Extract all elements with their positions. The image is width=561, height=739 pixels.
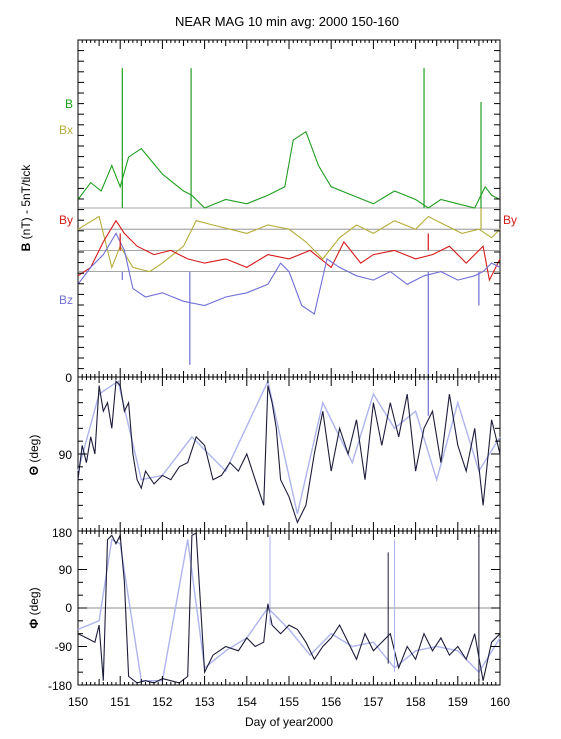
theta-symbol: Θ xyxy=(27,466,41,475)
x-axis-ticks xyxy=(77,40,501,685)
x-axis: 150 151 152 153 154 155 156 157 158 159 … xyxy=(68,695,510,729)
panel-phi-series xyxy=(77,532,501,684)
panel-theta-frame xyxy=(77,376,501,532)
b-zero-label: 0 xyxy=(65,371,72,385)
panel-b-frame xyxy=(77,39,501,378)
panel-b-series xyxy=(77,68,501,416)
phi-tick-0: 0 xyxy=(65,601,72,615)
x-tick-153: 153 xyxy=(195,695,215,709)
panel-theta-series xyxy=(77,379,501,524)
x-tick-150: 150 xyxy=(68,695,88,709)
x-tick-160: 160 xyxy=(490,695,510,709)
panel-phi-ticks xyxy=(78,530,500,686)
theta-tick-90: 90 xyxy=(59,448,73,462)
panel-b-ylabel-bold: B xyxy=(19,242,33,251)
panel-b-baselines xyxy=(78,207,500,273)
panel-phi: 180 90 0 -90 -180 Φ (deg) xyxy=(27,526,501,693)
theta-unit: (deg) xyxy=(27,435,41,463)
x-axis-label: Day of year2000 xyxy=(245,715,333,729)
phi-line-light xyxy=(77,538,501,682)
theta-line-dark xyxy=(77,380,501,524)
b-label: B xyxy=(65,97,73,111)
x-tick-159: 159 xyxy=(448,695,468,709)
panel-b-ylabel-rest: (nT) - 5nT/tick xyxy=(19,164,33,240)
panel-phi-ylabel: Φ (deg) xyxy=(27,587,41,628)
x-tick-156: 156 xyxy=(321,695,341,709)
phi-unit: (deg) xyxy=(27,587,41,615)
x-tick-154: 154 xyxy=(237,695,257,709)
bz-label: Bz xyxy=(59,293,73,307)
phi-tick-90: 90 xyxy=(59,563,73,577)
x-tick-157: 157 xyxy=(363,695,383,709)
x-tick-151: 151 xyxy=(110,695,130,709)
series-bx-line xyxy=(77,215,501,273)
panel-theta-ylabel: Θ (deg) xyxy=(27,435,41,476)
phi-symbol: Φ xyxy=(27,619,41,629)
x-tick-155: 155 xyxy=(279,695,299,709)
theta-line-light xyxy=(77,379,501,515)
x-tick-152: 152 xyxy=(152,695,172,709)
panel-b: B Bx By Bz By 0 B (nT) - 5nT/tick xyxy=(19,39,517,416)
phi-tick-minus-180: -180 xyxy=(48,679,72,693)
series-b-line xyxy=(77,130,501,209)
series-by-line xyxy=(77,219,501,282)
series-bz-line xyxy=(77,232,501,315)
by-right-label: By xyxy=(503,213,517,227)
panel-theta-ticks xyxy=(78,376,500,532)
chart-title: NEAR MAG 10 min avg: 2000 150-160 xyxy=(175,14,399,29)
panel-theta: 90 Θ (deg) xyxy=(27,376,501,532)
phi-tick-180: 180 xyxy=(52,526,72,540)
panel-b-ticks xyxy=(78,39,500,370)
panel-b-ylabel: B (nT) - 5nT/tick xyxy=(19,164,33,252)
phi-tick-minus-90: -90 xyxy=(55,640,73,654)
x-tick-158: 158 xyxy=(406,695,426,709)
bx-label: Bx xyxy=(59,123,73,137)
by-label: By xyxy=(59,213,73,227)
